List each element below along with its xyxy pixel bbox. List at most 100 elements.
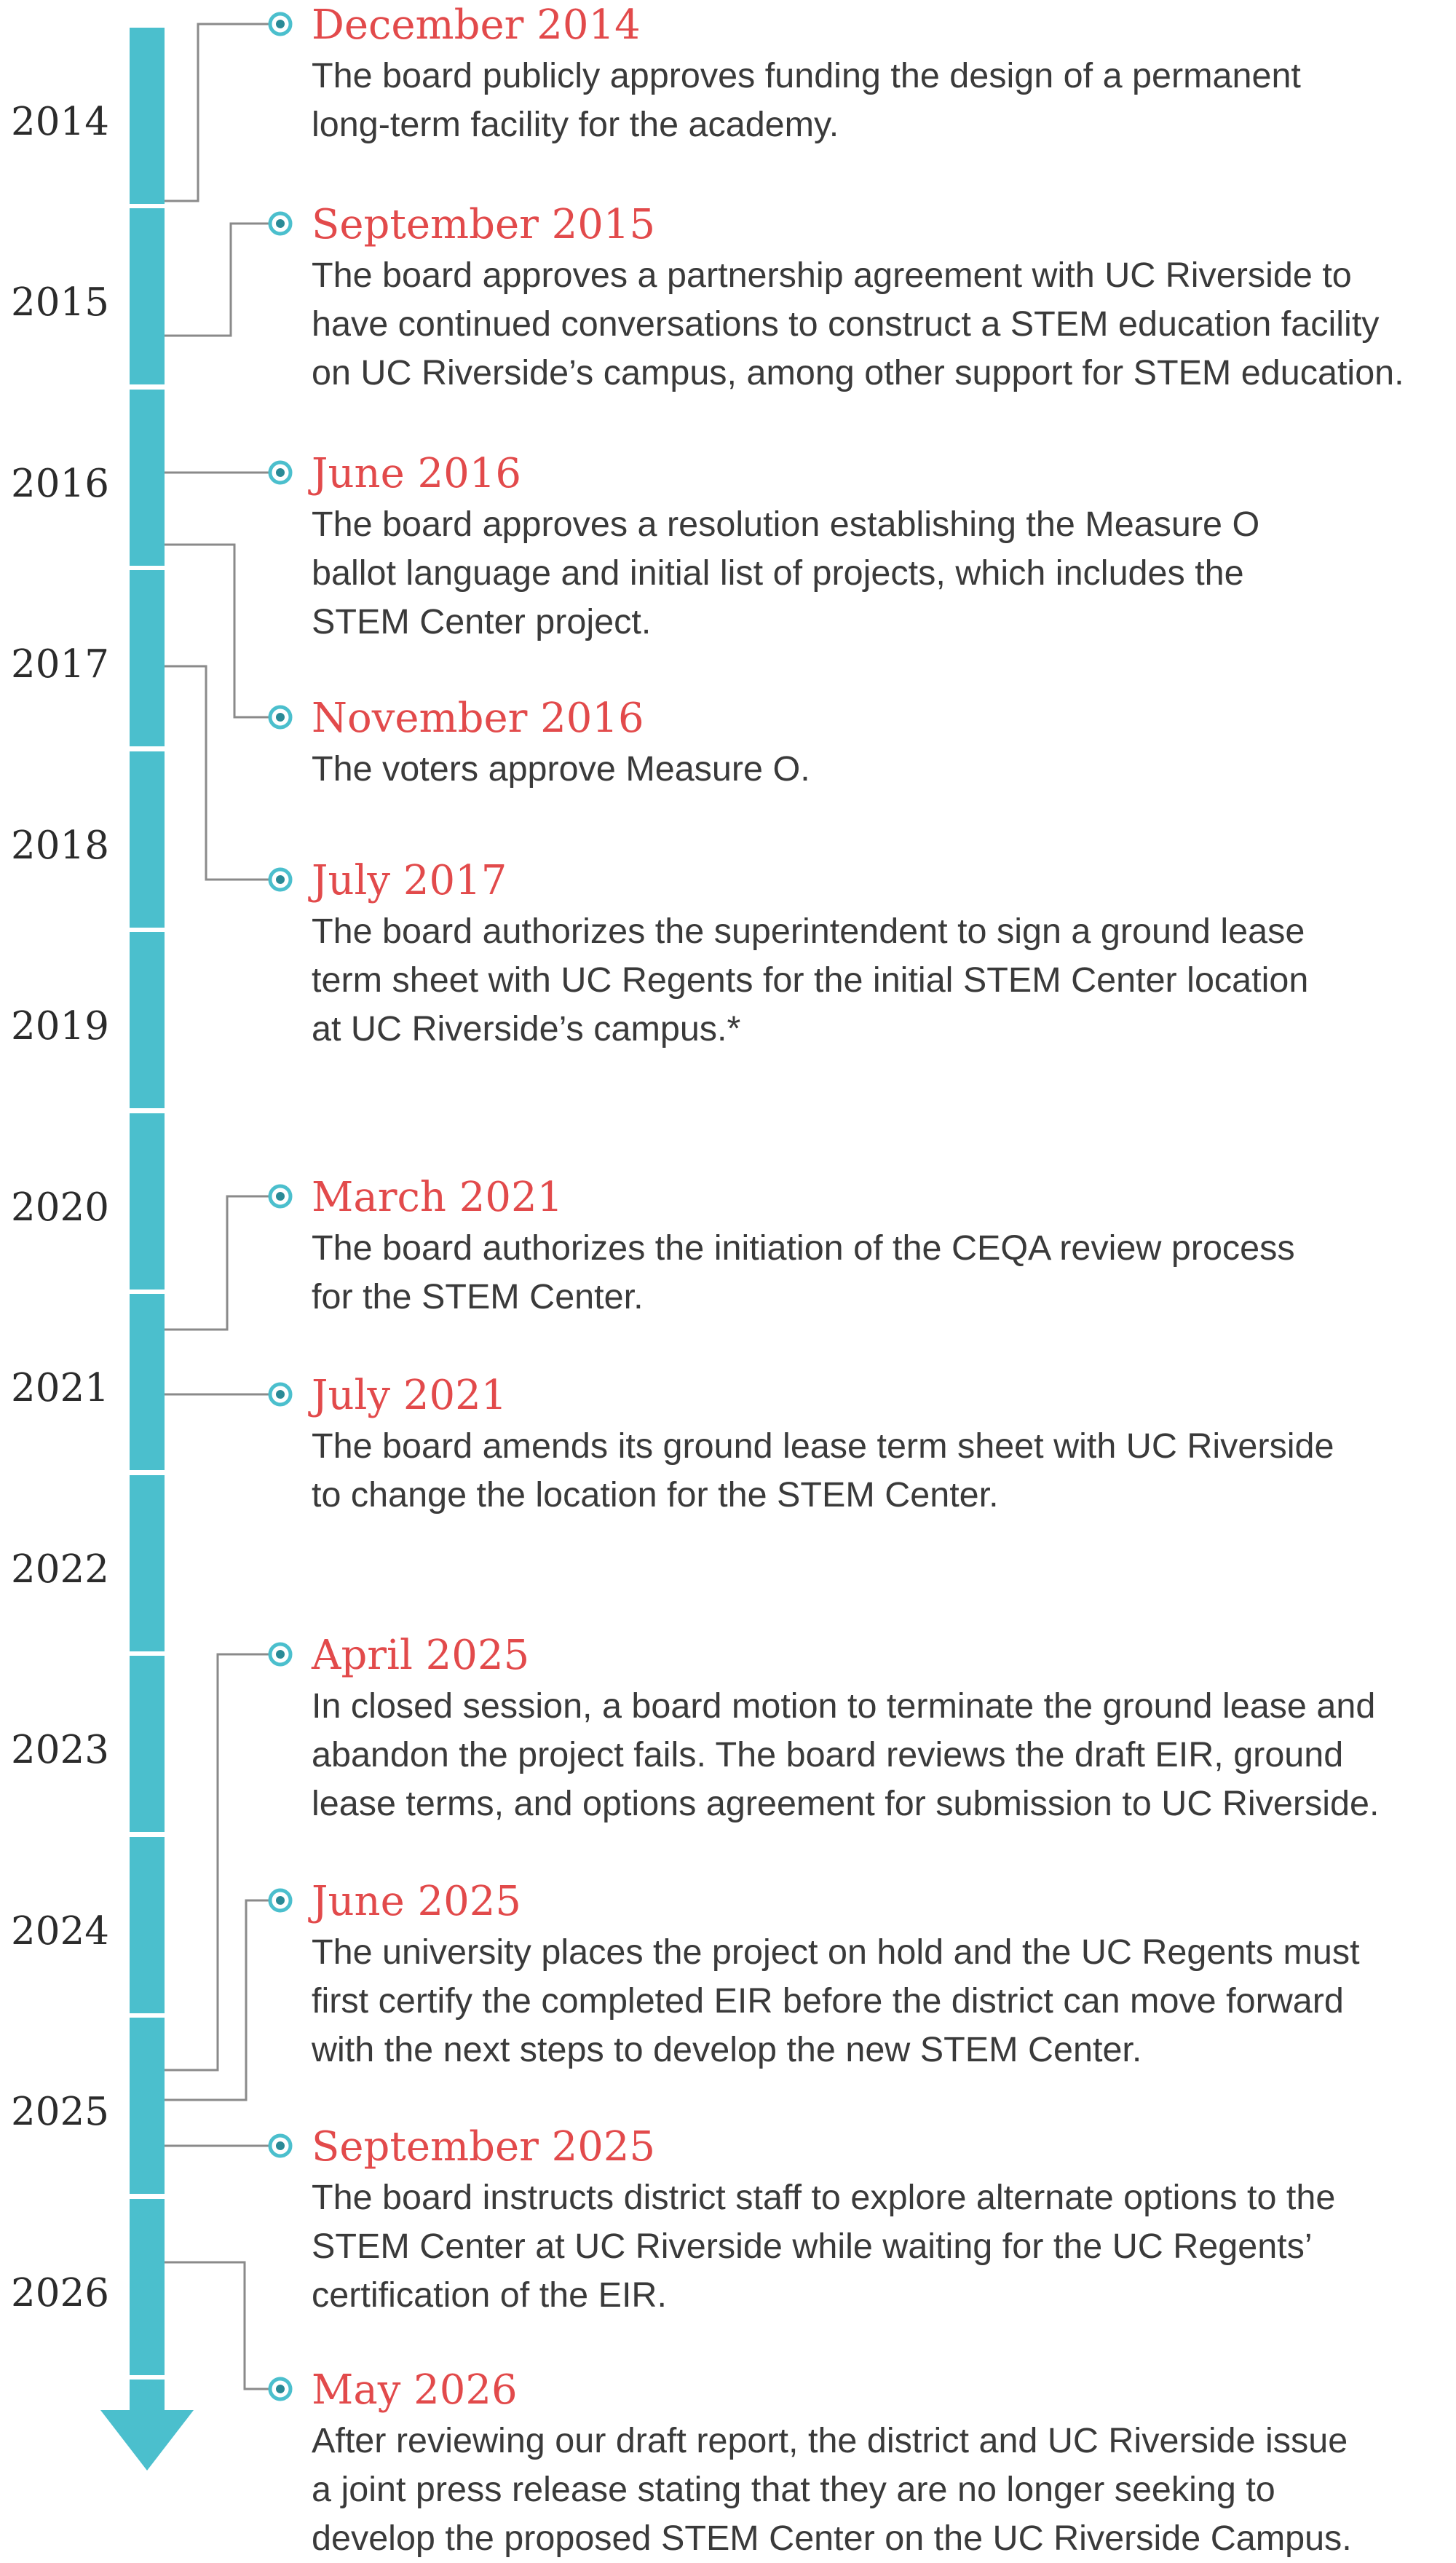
timeline-event: December 2014 The board publicly approves… bbox=[312, 2, 1447, 149]
event-description-line: at UC Riverside’s campus.* bbox=[312, 1009, 741, 1048]
event-marker-dot bbox=[276, 2141, 285, 2150]
timeline-event: September 2015 The board approves a partn… bbox=[312, 202, 1447, 398]
event-description-line: The voters approve Measure O. bbox=[312, 749, 810, 789]
event-description: The board amends its ground lease term s… bbox=[312, 1422, 1447, 1520]
timeline-event: April 2025 In closed session, a board mot… bbox=[312, 1632, 1447, 1828]
event-marker-dot bbox=[276, 20, 285, 28]
event-date: April 2025 bbox=[312, 1632, 530, 1679]
event-description: The board instructs district staff to ex… bbox=[312, 2173, 1447, 2320]
timeline-event: September 2025 The board instructs distri… bbox=[312, 2124, 1447, 2320]
event-description-line: ballot language and initial list of proj… bbox=[312, 553, 1244, 593]
axis-segment-2023 bbox=[130, 1656, 165, 1832]
event-description-line: The board approves a resolution establis… bbox=[312, 505, 1260, 544]
axis-arrowhead bbox=[100, 2380, 194, 2471]
event-description: The university places the project on hol… bbox=[312, 1928, 1447, 2074]
event-description-line: certification of the EIR. bbox=[312, 2275, 667, 2315]
event-date: June 2016 bbox=[312, 450, 522, 497]
event-marker-dot bbox=[276, 1896, 285, 1905]
event-date: July 2017 bbox=[312, 857, 507, 904]
event-marker-dot bbox=[276, 219, 285, 228]
year-label: 2021 bbox=[11, 1366, 109, 1410]
connector-line bbox=[165, 222, 280, 337]
event-description-line: long-term facility for the academy. bbox=[312, 105, 839, 144]
axis-segment-2025 bbox=[130, 2018, 165, 2194]
year-label: 2018 bbox=[11, 824, 109, 868]
event-description-line: After reviewing our draft report, the di… bbox=[312, 2421, 1348, 2460]
event-marker-dot bbox=[276, 1650, 285, 1659]
event-date: September 2015 bbox=[312, 201, 656, 248]
year-label: 2024 bbox=[11, 1909, 109, 1954]
event-description-line: a joint press release stating that they … bbox=[312, 2470, 1275, 2509]
timeline-event: May 2026 After reviewing our draft report… bbox=[312, 2367, 1447, 2563]
event-description: In closed session, a board motion to ter… bbox=[312, 1682, 1447, 1828]
event-description-line: term sheet with UC Regents for the initi… bbox=[312, 960, 1309, 1000]
year-label: 2017 bbox=[11, 642, 109, 687]
event-date: May 2026 bbox=[312, 2366, 518, 2414]
event-description-line: The board amends its ground lease term s… bbox=[312, 1426, 1334, 1466]
event-description: The board authorizes the superintendent … bbox=[312, 907, 1447, 1054]
axis-segment-2017 bbox=[130, 570, 165, 746]
connector-line bbox=[165, 1195, 280, 1331]
axis-segment-2022 bbox=[130, 1475, 165, 1651]
timeline-event: June 2016 The board approves a resolution… bbox=[312, 451, 1447, 647]
event-description-line: The board authorizes the initiation of t… bbox=[312, 1228, 1295, 1268]
timeline-event: July 2021 The board amends its ground lea… bbox=[312, 1373, 1447, 1520]
event-description-line: The university places the project on hol… bbox=[312, 1932, 1360, 1972]
event-date: July 2021 bbox=[312, 1372, 507, 1419]
axis-segment-2020 bbox=[130, 1113, 165, 1290]
event-description-line: to change the location for the STEM Cent… bbox=[312, 1475, 999, 1514]
event-marker-dot bbox=[276, 1192, 285, 1201]
connector-line bbox=[165, 1899, 280, 2101]
event-description-line: first certify the completed EIR before t… bbox=[312, 1981, 1344, 2021]
event-description: The board approves a partnership agreeme… bbox=[312, 251, 1447, 398]
year-label: 2014 bbox=[11, 100, 109, 144]
timeline-event: June 2025 The university places the proje… bbox=[312, 1879, 1447, 2074]
event-description-line: STEM Center project. bbox=[312, 602, 652, 641]
event-date: March 2021 bbox=[312, 1174, 563, 1221]
event-description-line: on UC Riverside’s campus, among other su… bbox=[312, 353, 1404, 392]
event-description-line: The board instructs district staff to ex… bbox=[312, 2178, 1336, 2217]
year-label: 2016 bbox=[11, 462, 109, 506]
axis-segment-2016 bbox=[130, 390, 165, 566]
axis-segment-2019 bbox=[130, 932, 165, 1108]
event-date: December 2014 bbox=[312, 1, 641, 49]
connector-line bbox=[165, 543, 280, 719]
event-description-line: abandon the project fails. The board rev… bbox=[312, 1735, 1344, 1774]
event-description: The board authorizes the initiation of t… bbox=[312, 1224, 1447, 1322]
event-description-line: The board approves a partnership agreeme… bbox=[312, 256, 1352, 295]
year-label: 2023 bbox=[11, 1728, 109, 1772]
event-marker-dot bbox=[276, 875, 285, 884]
event-description-line: STEM Center at UC Riverside while waitin… bbox=[312, 2227, 1313, 2266]
timeline-event: November 2016 The voters approve Measure … bbox=[312, 695, 1447, 794]
event-date: September 2025 bbox=[312, 2123, 656, 2171]
event-description-line: The board authorizes the superintendent … bbox=[312, 912, 1305, 951]
year-label: 2019 bbox=[11, 1004, 109, 1048]
axis-segment-2014 bbox=[130, 28, 165, 204]
event-marker-dot bbox=[276, 468, 285, 477]
event-description: The board approves a resolution establis… bbox=[312, 500, 1447, 647]
year-label: 2015 bbox=[11, 280, 109, 325]
event-date: June 2025 bbox=[312, 1878, 522, 1925]
axis-segment-2018 bbox=[130, 751, 165, 928]
event-marker-dot bbox=[276, 2385, 285, 2393]
timeline-event: March 2021 The board authorizes the initi… bbox=[312, 1174, 1447, 1322]
event-description-line: develop the proposed STEM Center on the … bbox=[312, 2519, 1352, 2558]
event-description: The board publicly approves funding the … bbox=[312, 52, 1447, 149]
year-label: 2022 bbox=[11, 1547, 109, 1592]
event-description-line: have continued conversations to construc… bbox=[312, 304, 1380, 344]
event-description-line: with the next steps to develop the new S… bbox=[312, 2030, 1142, 2069]
year-label: 2026 bbox=[11, 2271, 109, 2315]
connector-line bbox=[165, 23, 280, 202]
connector-line bbox=[165, 1653, 280, 2072]
event-description-line: lease terms, and options agreement for s… bbox=[312, 1784, 1380, 1823]
axis-segment-2026 bbox=[130, 2199, 165, 2375]
event-description-line: In closed session, a board motion to ter… bbox=[312, 1686, 1376, 1726]
event-description-line: for the STEM Center. bbox=[312, 1277, 644, 1316]
axis-segment-2021 bbox=[130, 1294, 165, 1470]
axis-segment-2015 bbox=[130, 208, 165, 384]
connector-line bbox=[165, 2261, 280, 2390]
event-description: The voters approve Measure O. bbox=[312, 745, 1447, 794]
event-description-line: The board publicly approves funding the … bbox=[312, 56, 1301, 95]
